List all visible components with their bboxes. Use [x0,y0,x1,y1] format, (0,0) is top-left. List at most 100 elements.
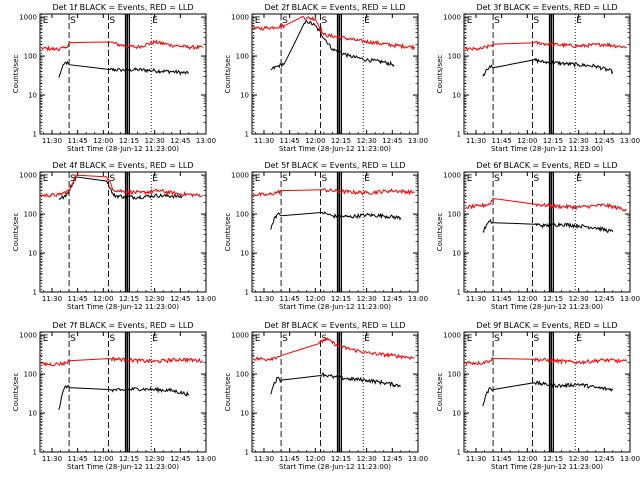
y-tick-label: 10 [452,410,461,418]
x-tick-label: 11:30 [254,455,274,463]
y-tick-label: 1000 [19,172,37,180]
marker-label: S [494,174,500,184]
marker-label: E [152,16,158,26]
x-tick-label: 11:45 [68,455,88,463]
events-series-line [270,211,402,230]
y-axis-label: Counts/sec [12,373,20,412]
x-tick-label: 12:00 [93,295,113,303]
x-tick-label: 11:30 [42,137,62,145]
marker-label: S [70,174,76,184]
x-tick-label: 12:45 [170,295,190,303]
panel-title: Det 3f BLACK = Events, RED = LLD [476,3,617,12]
marker-label: E [364,16,370,26]
x-tick-label: 11:30 [42,455,62,463]
y-tick-label: 100 [448,211,461,219]
marker-label: S [494,334,500,344]
y-tick-label: 1000 [231,332,249,340]
marker-label: E [576,16,582,26]
y-tick-label: 10 [452,92,461,100]
marker-label: E [467,334,473,344]
x-tick-label: 12:15 [119,295,139,303]
marker-label: S [321,16,327,26]
y-tick-label: 100 [24,53,37,61]
lld-series-line [41,356,204,367]
x-tick-label: 12:45 [594,455,614,463]
x-tick-label: 12:15 [543,137,563,145]
y-tick-label: 100 [448,371,461,379]
y-tick-label: 10 [452,250,461,258]
x-tick-label: 11:45 [68,295,88,303]
x-tick-label: 13:00 [408,295,428,303]
marker-label: S [282,174,288,184]
events-series-line [270,20,395,71]
y-tick-label: 1 [245,131,249,139]
lld-series-line [465,356,628,366]
x-tick-label: 11:45 [280,137,300,145]
plot-frame [251,331,419,453]
y-axis-label: Counts/sec [436,55,444,94]
lld-series-line [253,188,415,198]
events-series-line [482,218,614,234]
y-axis-label: Counts/sec [12,55,20,94]
y-tick-label: 1 [245,449,249,457]
events-series-line [482,57,614,77]
marker-label: S [109,174,115,184]
marker-label: E [255,16,261,26]
y-axis-label: Counts/sec [224,55,232,94]
x-tick-label: 12:45 [170,455,190,463]
x-axis-label: Start Time (28-Jun-12 11:23:00) [279,463,391,471]
panel-title: Det 2f BLACK = Events, RED = LLD [264,3,405,12]
panel-5: Det 5f BLACK = Events, RED = LLD 1 10 100 10… [224,161,428,311]
y-axis-label: Counts/sec [436,213,444,252]
x-tick-label: 12:00 [93,137,113,145]
x-tick-label: 12:30 [357,295,377,303]
y-tick-label: 10 [240,410,249,418]
marker-label: S [533,16,539,26]
lld-series-line [253,337,415,362]
panel-4: Det 4f BLACK = Events, RED = LLD 1 10 100 10… [12,161,216,311]
plot-frame [463,171,631,293]
marker-label: S [109,334,115,344]
panel-6: Det 6f BLACK = Events, RED = LLD 1 10 100 10… [436,161,640,311]
events-series-line [58,384,190,411]
panel-8: Det 8f BLACK = Events, RED = LLD 1 10 100 10… [224,321,428,471]
x-tick-label: 12:30 [357,455,377,463]
marker-label: S [70,334,76,344]
marker-label: E [43,16,49,26]
lld-series-line [465,40,627,53]
events-series-line [270,371,402,395]
x-axis-label: Start Time (28-Jun-12 11:23:00) [491,145,603,153]
y-tick-label: 100 [24,371,37,379]
x-tick-label: 12:45 [382,455,402,463]
x-tick-label: 13:00 [196,295,216,303]
x-tick-label: 13:00 [620,137,640,145]
y-tick-label: 10 [240,92,249,100]
y-tick-label: 100 [236,371,249,379]
x-tick-label: 13:00 [620,455,640,463]
panel-1: Det 1f BLACK = Events, RED = LLD 1 10 100 10… [12,3,216,153]
x-tick-label: 12:30 [145,455,165,463]
y-tick-label: 10 [28,92,37,100]
panel-title: Det 9f BLACK = Events, RED = LLD [476,321,617,330]
y-tick-label: 100 [448,53,461,61]
y-tick-label: 10 [28,410,37,418]
lld-series-line [253,15,416,51]
x-tick-label: 12:45 [594,137,614,145]
marker-label: E [364,334,370,344]
y-tick-label: 1 [245,289,249,297]
y-tick-label: 1000 [443,172,461,180]
marker-label: E [467,16,473,26]
x-tick-label: 12:15 [119,137,139,145]
x-tick-label: 12:45 [170,137,190,145]
x-tick-label: 11:30 [254,295,274,303]
events-series-line [58,60,189,78]
panel-title: Det 6f BLACK = Events, RED = LLD [476,161,617,170]
marker-label: E [576,174,582,184]
x-axis-label: Start Time (28-Jun-12 11:23:00) [491,463,603,471]
y-tick-label: 1 [33,289,37,297]
marker-label: S [533,174,539,184]
y-tick-label: 1000 [19,332,37,340]
x-tick-label: 12:45 [594,295,614,303]
x-tick-label: 13:00 [408,455,428,463]
